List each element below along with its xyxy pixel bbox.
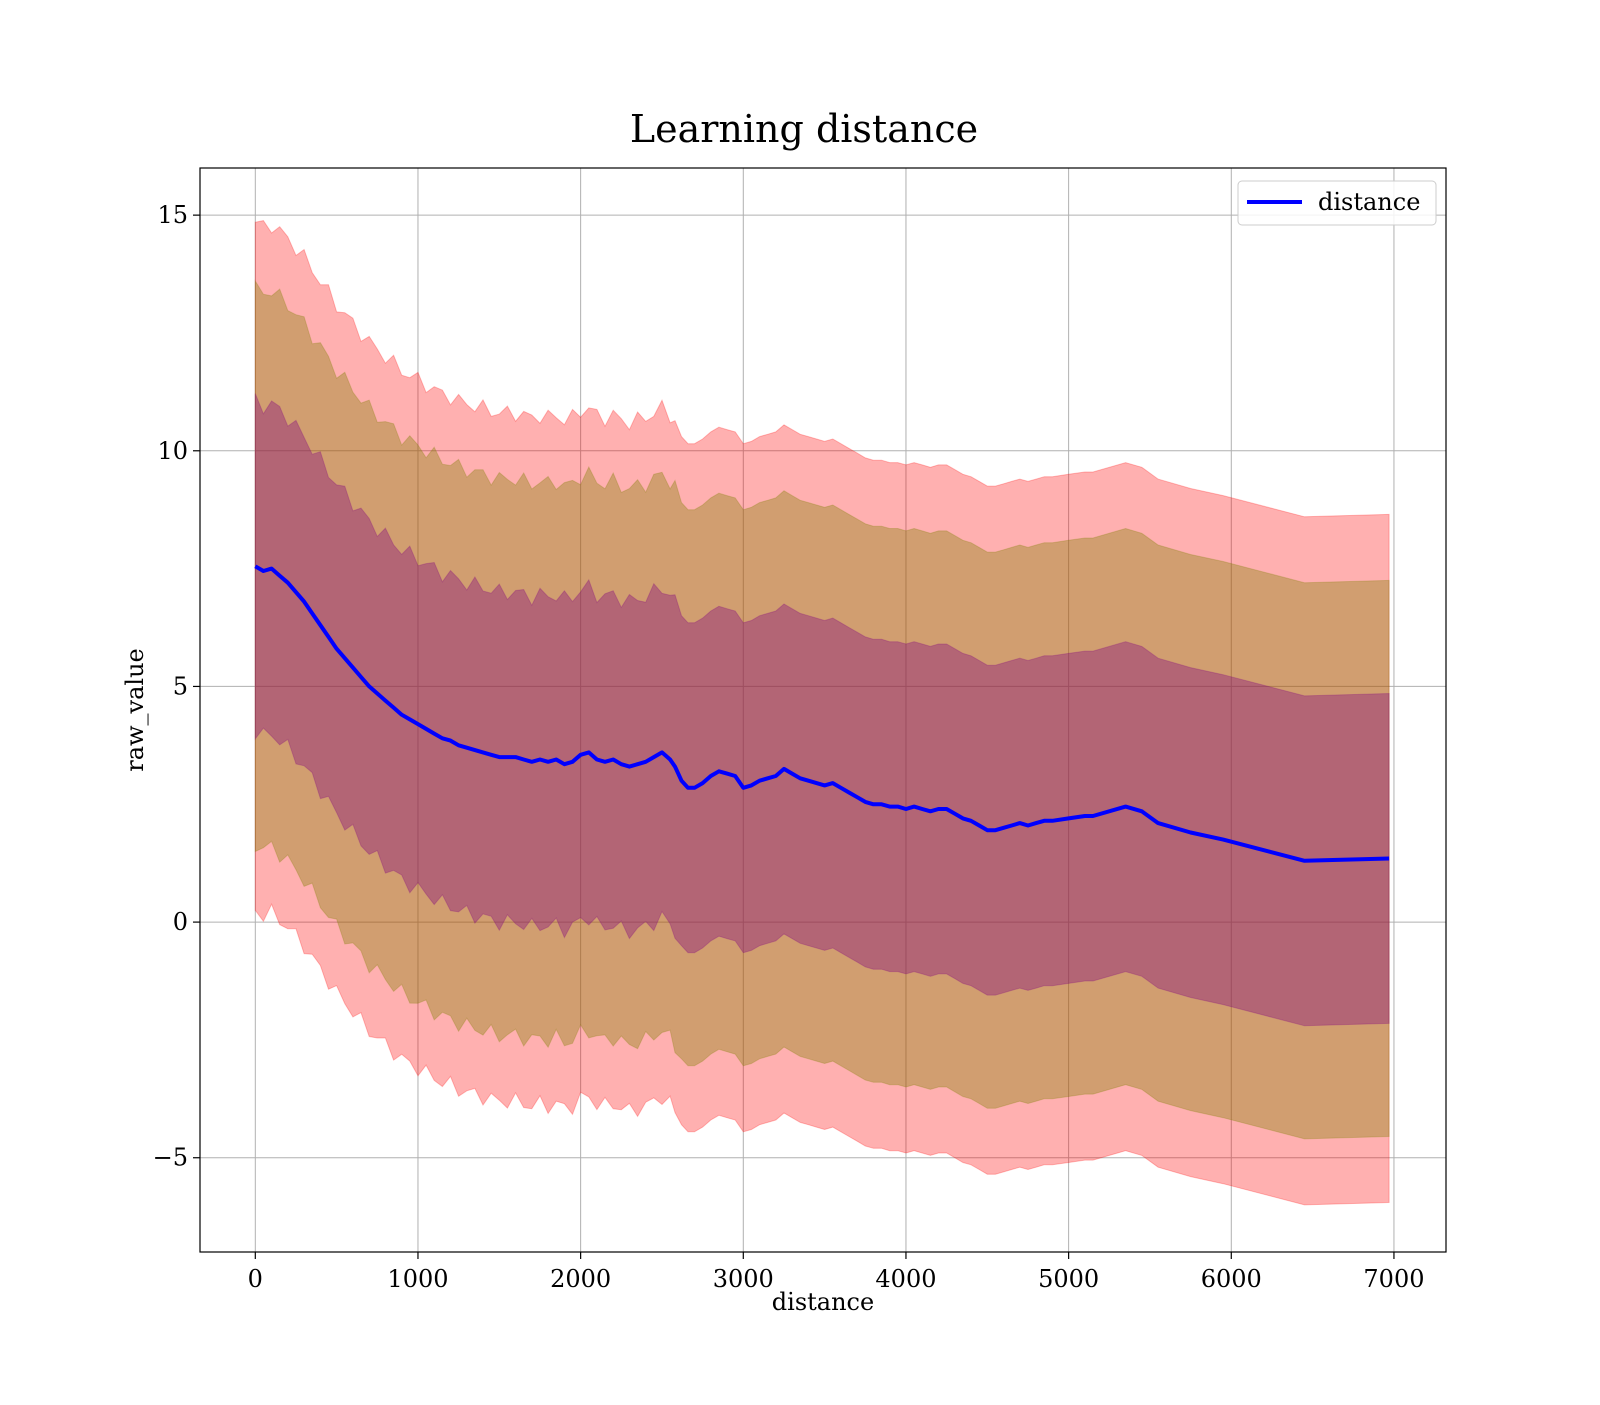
x-tick-label: 3000	[713, 1265, 774, 1293]
x-tick-label: 2000	[550, 1265, 611, 1293]
confidence-band-inner	[254, 393, 1390, 1027]
x-tick-label: 6000	[1201, 1265, 1262, 1293]
tick-layer: 0 1000 2000 3000 4000 5000 6000 7000 −5 0 5 10 15	[153, 201, 1425, 1293]
y-tick-label: 5	[173, 672, 188, 700]
y-tick-label: −5	[153, 1144, 188, 1172]
legend-label: distance	[1318, 188, 1420, 216]
x-tick-label: 7000	[1363, 1265, 1424, 1293]
x-tick-label: 0	[248, 1265, 263, 1293]
band-layer	[254, 220, 1390, 1206]
legend-box	[1237, 180, 1437, 226]
y-tick-label: 15	[157, 201, 188, 229]
plot-frame	[199, 167, 1447, 1253]
x-tick-label: 4000	[875, 1265, 936, 1293]
y-tick-label: 0	[173, 908, 188, 936]
confidence-band-outer	[254, 220, 1390, 1206]
line-layer	[254, 564, 1390, 863]
y-axis-label: raw_value	[121, 648, 149, 772]
series-line-distance	[254, 564, 1390, 863]
y-tick-label: 10	[157, 437, 188, 465]
legend: distance	[1237, 180, 1437, 226]
x-tick-label: 1000	[387, 1265, 448, 1293]
confidence-band-middle	[254, 279, 1390, 1140]
chart-title: Learning distance	[630, 107, 978, 151]
x-tick-label: 5000	[1038, 1265, 1099, 1293]
x-axis-label: distance	[772, 1288, 874, 1316]
